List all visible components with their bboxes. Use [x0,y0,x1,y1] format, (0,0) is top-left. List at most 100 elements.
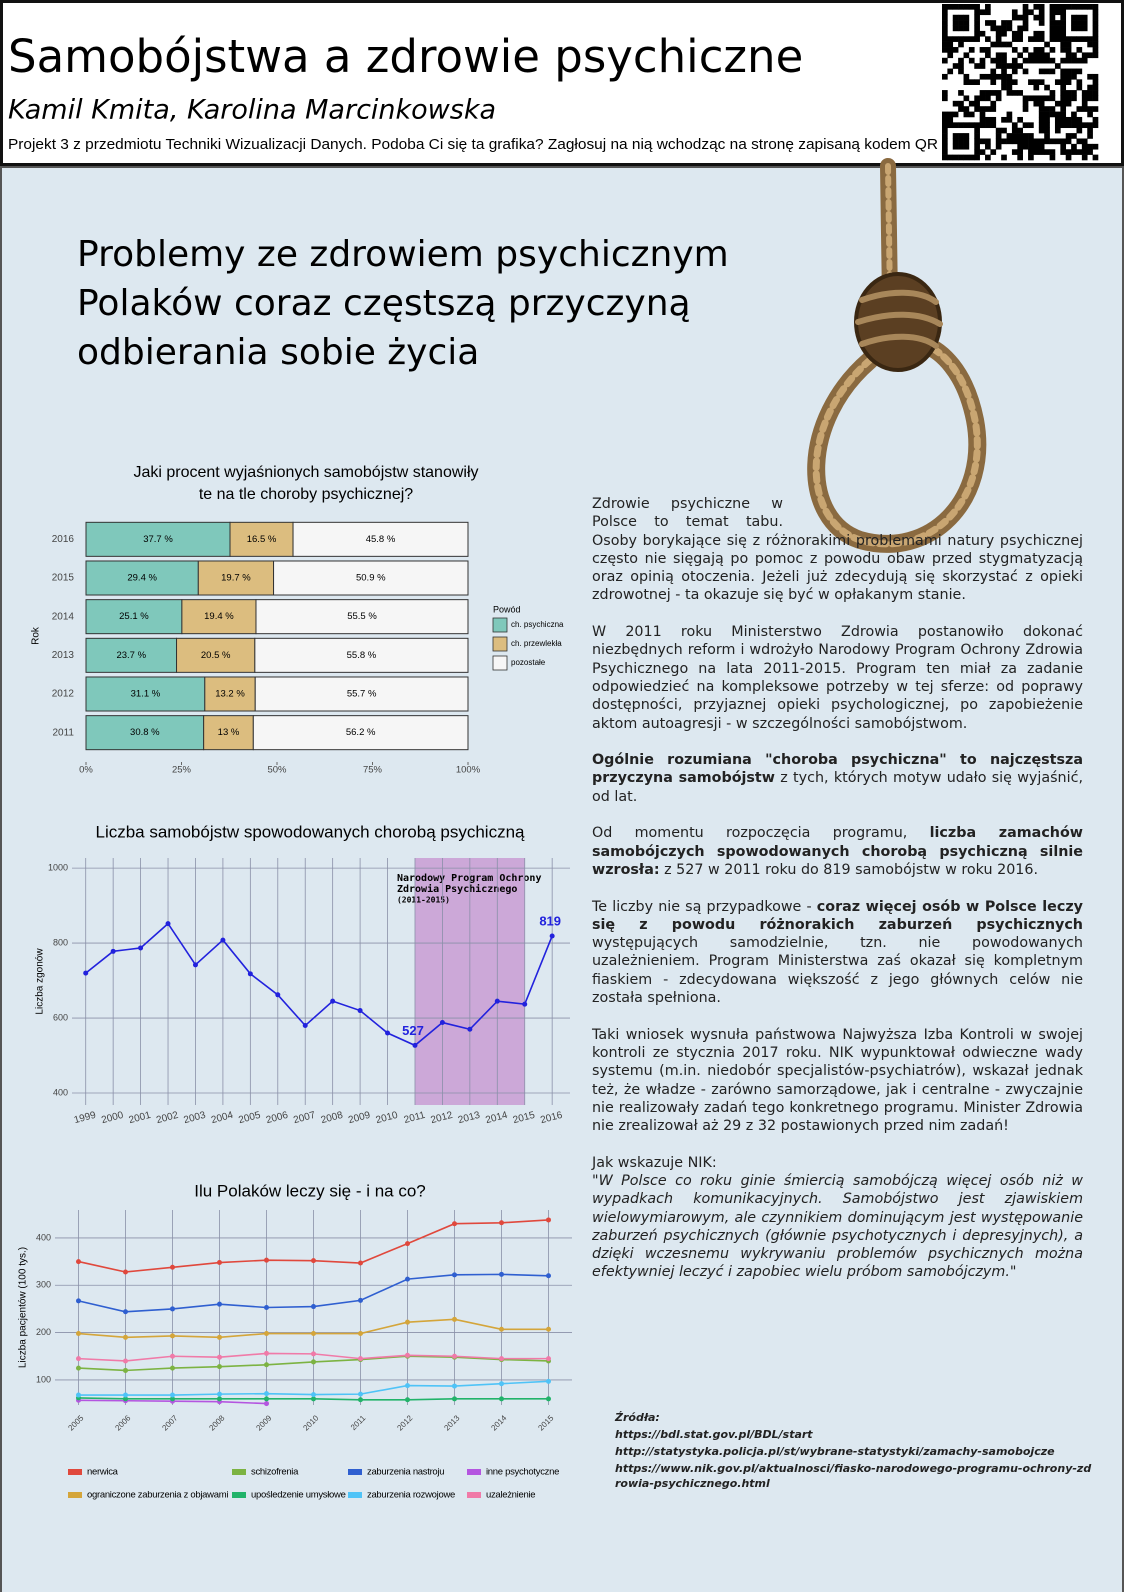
point [123,1392,128,1398]
qr-module [1092,52,1099,59]
qr-module [958,68,964,75]
qr-module [974,9,980,16]
legend-swatch [348,1492,362,1498]
article: Zdrowie psychiczne w Polsce to temat tab… [592,495,1083,1300]
y-tick-label: 2011 [52,727,74,738]
qr-module [1054,79,1061,85]
x-tick-label: 2015 [536,1413,555,1432]
point [385,1030,391,1036]
qr-module [1049,90,1056,96]
qr-module [1071,57,1077,64]
qr-module [1060,57,1067,64]
text: Od momentu rozpoczęcia programu, [592,825,930,842]
qr-module [963,20,970,26]
qr-module [985,138,991,145]
point [170,1365,175,1371]
x-tick-label: 2007 [160,1413,179,1432]
qr-module [1022,25,1029,32]
qr-module [1060,79,1067,85]
qr-module [942,127,948,134]
point [264,1401,269,1407]
qr-module [1071,68,1077,75]
text: występujących samodzielnie, tzn. nie pow… [592,935,1083,1007]
point [170,1392,175,1398]
qr-module [1065,57,1072,64]
qr-module [1071,25,1077,32]
qr-module [1087,127,1093,134]
qr-module [1060,14,1067,21]
qr-module [1060,9,1067,16]
qr-module [958,4,964,10]
qr-module [985,122,991,129]
qr-module [1092,79,1099,85]
qr-module [942,9,948,16]
x-tick-label: 2014 [489,1413,508,1432]
qr-module [1038,14,1045,21]
qr-module [1028,36,1034,42]
qr-module [985,52,991,59]
qr-module [1060,4,1067,10]
data-label: 55.7 % [347,689,377,700]
qr-module [979,73,986,80]
qr-module [1044,149,1050,155]
point [76,1365,81,1371]
sources-title: Źródła: [615,1411,660,1424]
qr-module [1022,106,1029,112]
y-tick-label: 2013 [52,650,75,661]
qr-module [963,79,970,85]
qr-module [1038,36,1045,42]
legend-label: ch. przewlekła [511,639,562,648]
qr-module [974,122,980,129]
qr-module [1017,133,1023,139]
qr-module [995,30,1002,37]
qr-module [1038,57,1045,64]
qr-module [1001,73,1007,80]
qr-module [963,133,970,139]
qr-module [1011,79,1018,85]
y-tick-label: 2015 [52,573,75,584]
qr-module [963,52,970,59]
qr-module [1017,154,1023,161]
noose [807,158,987,553]
qr-module [1033,79,1040,85]
qr-module [1049,14,1056,21]
qr-module [1044,106,1050,112]
qr-module [1017,25,1023,32]
chart-title: Liczba samobójstw spowodowanych chorobą … [95,822,525,841]
qr-module [1049,30,1056,37]
qr-module [1060,25,1067,32]
qr-module [990,57,997,64]
qr-module [1017,63,1023,69]
qr-module [968,100,975,107]
legend-label: inne psychotyczne [486,1467,559,1478]
point [358,1391,363,1397]
qr-module [974,79,980,85]
qr-module [995,133,1002,139]
qr-module [1060,47,1067,53]
point [165,921,171,927]
qr-module [979,111,986,118]
qr-module [1076,138,1083,145]
qr-module [1006,79,1013,85]
data-label: 55.8 % [347,650,377,661]
qr-module [1081,14,1088,21]
qr-module [1028,79,1034,85]
qr-module [985,116,991,123]
point [358,1356,363,1362]
qr-module [1065,116,1072,123]
data-label: 29.4 % [127,573,157,584]
header [0,0,1124,166]
qr-module [947,116,954,123]
point [452,1396,457,1402]
qr-module [1033,57,1040,64]
y-axis-label: Liczba zgonów [35,948,46,1015]
qr-module [990,25,997,32]
y-tick-label: 400 [53,1087,68,1097]
paragraph: Te liczby nie są przypadkowe - coraz wię… [592,898,1083,1008]
point [405,1319,410,1325]
point [264,1257,269,1263]
qr-module [1065,138,1072,145]
qr-module [1011,36,1018,42]
qr-module [958,122,964,129]
qr-module [1017,138,1023,145]
